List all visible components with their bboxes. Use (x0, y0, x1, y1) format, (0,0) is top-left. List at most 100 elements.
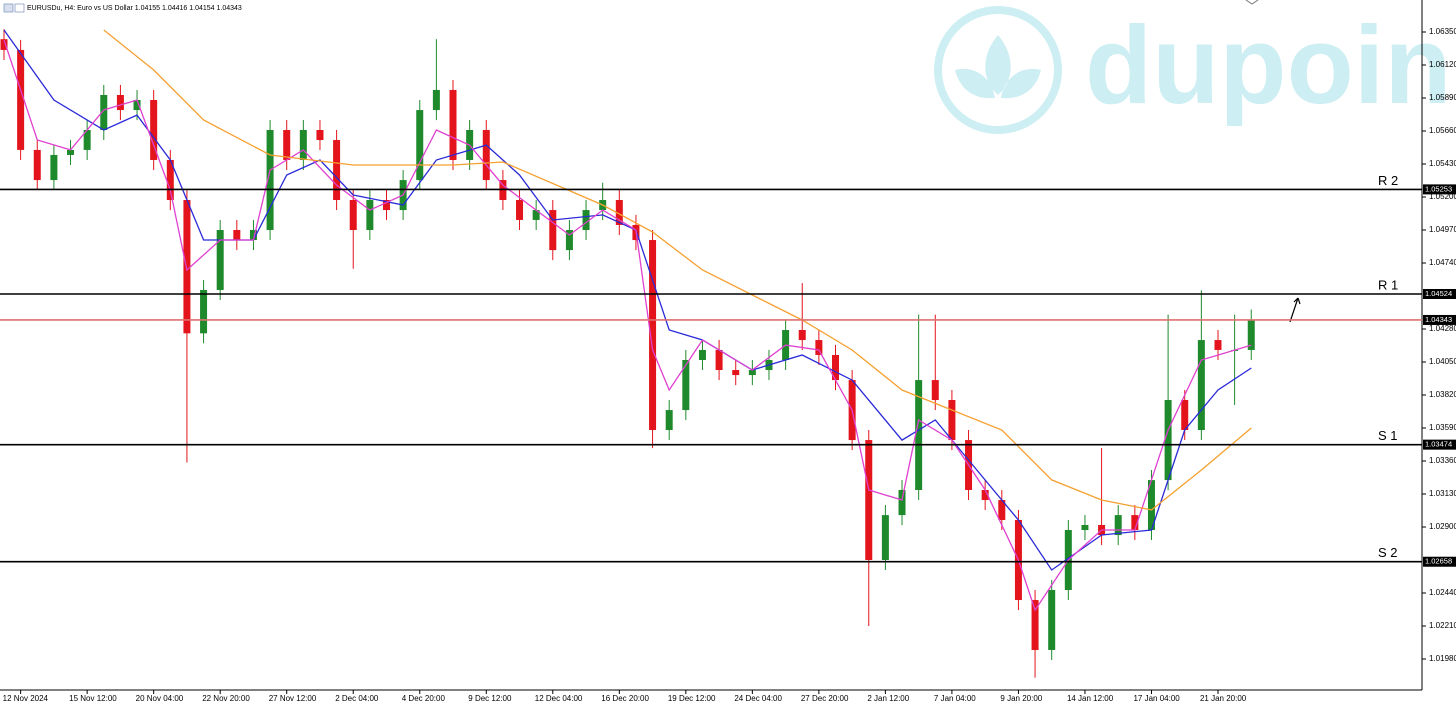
candle-body (582, 210, 590, 230)
candle-body (283, 129, 291, 160)
candle-body (1164, 400, 1172, 481)
symbol-icon (14, 3, 25, 13)
x-tick-label: 27 Dec 20:00 (801, 694, 849, 703)
y-tick-label: 1.06120 (1429, 60, 1456, 69)
y-tick-label: 1.05660 (1429, 126, 1456, 135)
x-tick-label: 7 Jan 04:00 (934, 694, 976, 703)
scroll-marker (1245, 0, 1259, 5)
watermark: dupoin (934, 4, 1452, 134)
level-price-box (1423, 439, 1456, 450)
level-price-label: 1.04524 (1425, 289, 1452, 298)
x-tick-label: 27 Nov 12:00 (269, 694, 317, 703)
x-tick-label: 12 Nov 2024 (3, 694, 49, 703)
y-tick-label: 1.05890 (1429, 93, 1456, 102)
candle-body (865, 440, 873, 561)
candle-body (233, 230, 241, 241)
y-tick-label: 1.02900 (1429, 522, 1456, 531)
y-tick-label: 1.04740 (1429, 258, 1456, 267)
level-name: S 1 (1378, 428, 1398, 443)
candle-body (815, 340, 823, 355)
y-tick-label: 1.01980 (1429, 654, 1456, 663)
candle-body (50, 154, 58, 181)
level-name: R 1 (1378, 277, 1398, 292)
candle-body (83, 129, 91, 150)
x-tick-label: 4 Dec 20:00 (402, 694, 446, 703)
candle-body (915, 380, 923, 490)
candle-body (732, 370, 740, 376)
candle-body (1247, 319, 1255, 350)
candle-body (1214, 340, 1222, 350)
moving-average-line (3, 39, 1252, 612)
level-price-box (1423, 288, 1456, 299)
x-tick-label: 2 Dec 04:00 (335, 694, 379, 703)
candle-body (1131, 515, 1139, 531)
plot-area (0, 29, 1255, 678)
candle-body (100, 94, 108, 130)
candle-body (832, 354, 839, 381)
logo-leaves (955, 35, 1041, 99)
x-tick-label: 24 Dec 04:00 (734, 694, 782, 703)
level-price-label: 1.03474 (1425, 440, 1452, 449)
candle-body (116, 94, 124, 111)
candle-body (216, 230, 224, 290)
candle-body (1197, 340, 1205, 431)
candle-body (1048, 589, 1056, 650)
x-tick-label: 12 Dec 04:00 (535, 694, 583, 703)
level-price-label: 1.02658 (1425, 557, 1452, 566)
y-tick-label: 1.03360 (1429, 456, 1456, 465)
candle-body (299, 129, 307, 160)
watermark-text: dupoin (1085, 4, 1452, 127)
candle-body (698, 349, 706, 360)
y-tick-label: 1.05430 (1429, 159, 1456, 168)
candle-body (1081, 524, 1089, 531)
y-tick-label: 1.03130 (1429, 489, 1456, 498)
y-tick-label: 1.04970 (1429, 225, 1456, 234)
candle-body (516, 200, 524, 220)
level-price-box (1423, 184, 1456, 195)
x-tick-label: 14 Jan 12:00 (1067, 694, 1114, 703)
candle-body (416, 110, 424, 181)
candle-body (200, 289, 208, 334)
y-tick-label: 1.06350 (1429, 27, 1456, 36)
candle-body (333, 140, 341, 201)
y-tick-label: 1.04050 (1429, 357, 1456, 366)
y-tick-label: 1.04280 (1429, 324, 1456, 333)
candle-body (366, 200, 374, 230)
current-price-box (1423, 314, 1456, 325)
candle-body (166, 159, 174, 201)
candle-body (349, 200, 357, 230)
candle-body (1031, 600, 1039, 650)
x-tick-label: 9 Jan 20:00 (1000, 694, 1042, 703)
level-name: R 2 (1378, 173, 1398, 188)
level-price-label: 1.05253 (1425, 184, 1452, 193)
y-tick-label: 1.03820 (1429, 390, 1456, 399)
x-tick-label: 2 Jan 12:00 (867, 694, 909, 703)
candle-body (482, 129, 490, 181)
candle-body (249, 230, 257, 241)
x-tick-label: 15 Nov 12:00 (69, 694, 117, 703)
y-tick-label: 1.02440 (1429, 588, 1456, 597)
candle-body (183, 200, 191, 334)
candle-body (449, 89, 457, 160)
candle-body (382, 200, 390, 211)
logo-ring (934, 6, 1062, 134)
candle-body (931, 380, 939, 401)
moving-average-line (103, 29, 1252, 511)
candle-body (798, 330, 806, 341)
level-name: S 2 (1378, 545, 1398, 560)
chart-header: EURUSDu, H4: Euro vs US Dollar 1.04155 1… (27, 5, 242, 12)
x-tick-label: 16 Dec 20:00 (601, 694, 649, 703)
candle-body (682, 359, 690, 411)
candle-body (748, 370, 756, 376)
x-tick-label: 21 Jan 20:00 (1200, 694, 1247, 703)
symbol-icon (3, 3, 14, 13)
candle-body (33, 149, 41, 181)
candle-body (549, 210, 557, 251)
direction-arrow (1289, 297, 1301, 323)
y-tick-label: 1.02210 (1429, 621, 1456, 630)
candle-body (981, 489, 989, 501)
x-tick-label: 17 Jan 04:00 (1133, 694, 1180, 703)
candle-body (133, 100, 141, 111)
